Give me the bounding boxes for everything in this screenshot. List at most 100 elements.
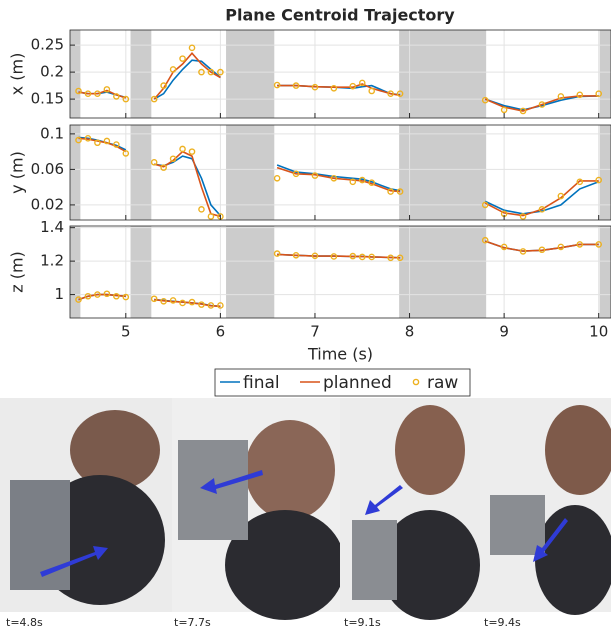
x-tick-label: 7 — [310, 323, 320, 341]
axes-frame — [69, 124, 611, 221]
raw-marker — [188, 44, 196, 52]
x-tick-label: 10 — [589, 323, 608, 341]
raw-marker — [188, 298, 196, 306]
raw-marker — [122, 293, 130, 301]
shaded-interval — [399, 125, 487, 220]
raw-marker — [103, 86, 111, 93]
raw-marker — [94, 139, 101, 147]
raw-marker — [207, 68, 215, 76]
y-tick-label: 0.1 — [40, 124, 64, 142]
raw-marker — [349, 252, 357, 260]
shaded-interval — [599, 30, 611, 118]
raw-marker — [169, 297, 177, 304]
raw-marker — [122, 150, 130, 157]
raw-marker — [311, 172, 319, 179]
raw-marker — [349, 178, 357, 186]
raw-marker — [481, 96, 489, 104]
raw-marker — [387, 90, 394, 98]
raw-marker — [179, 55, 186, 62]
x-tick-label: 8 — [405, 323, 415, 341]
photo-shape — [10, 480, 70, 590]
raw-marker — [595, 241, 603, 248]
raw-marker — [84, 135, 92, 142]
raw-marker — [330, 174, 338, 182]
legend-box — [214, 368, 471, 397]
raw-marker — [188, 148, 196, 155]
y-axis-label: z (m) — [8, 251, 27, 293]
raw-marker — [500, 106, 508, 114]
raw-marker — [103, 137, 111, 145]
shaded-interval — [70, 30, 81, 118]
raw-marker — [396, 254, 404, 262]
raw-marker — [150, 95, 158, 103]
photo-shape — [70, 410, 160, 490]
raw-marker — [169, 155, 177, 163]
shaded-interval — [399, 226, 487, 318]
raw-marker — [160, 82, 167, 89]
raw-marker — [217, 302, 224, 309]
raw-marker — [396, 90, 404, 98]
axes-frame — [69, 225, 611, 319]
shaded-interval — [130, 125, 152, 220]
raw-marker — [358, 176, 366, 184]
series-line — [78, 51, 599, 112]
raw-marker — [538, 101, 546, 108]
series-line — [78, 137, 599, 218]
raw-marker — [519, 213, 527, 220]
arrow — [365, 485, 403, 515]
raw-marker — [198, 301, 205, 308]
y-tick-label: 1 — [54, 285, 64, 303]
y-tick-label: 0.15 — [31, 90, 64, 108]
plot-background — [70, 125, 611, 220]
x-axis-label: Time (s) — [307, 345, 373, 364]
raw-marker — [94, 90, 101, 98]
raw-marker — [122, 95, 130, 103]
raw-marker — [538, 246, 546, 254]
legend-label: planned — [323, 373, 392, 393]
raw-marker — [103, 290, 111, 298]
x-tick-label: 5 — [121, 323, 131, 341]
raw-marker — [500, 243, 508, 251]
raw-marker — [368, 253, 376, 261]
raw-marker — [387, 254, 394, 262]
raw-marker — [160, 297, 167, 305]
arrow — [200, 470, 263, 494]
raw-marker — [396, 188, 404, 195]
raw-marker — [207, 302, 215, 309]
raw-marker — [576, 91, 584, 99]
photo-shape — [225, 510, 345, 620]
raw-marker — [292, 82, 300, 89]
raw-marker — [481, 236, 489, 244]
photo-caption: t=9.4s — [484, 616, 521, 629]
raw-marker — [160, 164, 167, 171]
raw-marker — [150, 158, 158, 166]
shaded-interval — [130, 30, 152, 118]
plot-area — [70, 30, 611, 118]
raw-marker — [113, 292, 120, 300]
raw-marker — [169, 66, 177, 73]
raw-marker — [150, 295, 158, 303]
legend-marker — [412, 378, 420, 386]
shaded-interval — [226, 30, 275, 118]
raw-marker — [595, 176, 603, 184]
raw-marker — [538, 206, 546, 213]
shaded-interval — [130, 226, 152, 318]
raw-marker — [368, 179, 376, 187]
legend-label: raw — [427, 373, 458, 393]
raw-marker — [292, 251, 300, 259]
raw-marker — [349, 82, 357, 90]
plot-background — [70, 226, 611, 318]
y-tick-label: 0.25 — [31, 36, 64, 54]
arrow — [40, 546, 108, 577]
raw-marker — [217, 68, 224, 76]
photo-shape — [245, 420, 335, 520]
raw-marker — [368, 87, 376, 95]
x-tick-label: 9 — [499, 323, 509, 341]
raw-marker — [576, 178, 584, 186]
raw-marker — [179, 299, 186, 307]
series-line — [78, 240, 599, 308]
raw-marker — [519, 107, 527, 115]
shaded-interval — [599, 226, 611, 318]
raw-marker — [576, 241, 584, 248]
raw-marker — [75, 296, 82, 303]
